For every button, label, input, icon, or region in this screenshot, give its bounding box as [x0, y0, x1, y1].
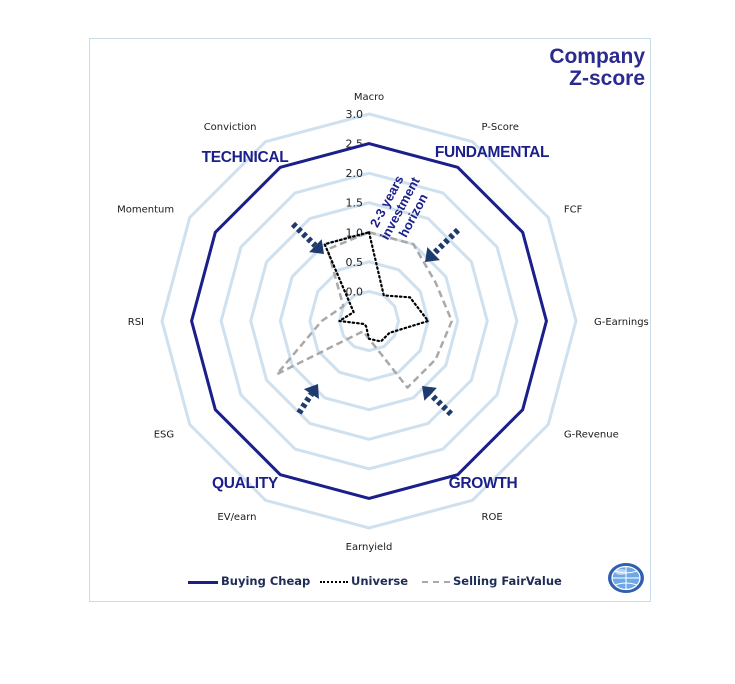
- legend-label-buying: Buying Cheap: [221, 574, 311, 588]
- group-label: TECHNICAL: [202, 149, 289, 166]
- arrow-shaft: [428, 392, 454, 417]
- series-line-0: [190, 142, 548, 500]
- scale-tick-label: 3.0: [346, 108, 364, 121]
- legend-label-universe: Universe: [351, 574, 409, 588]
- arrow-shaft: [290, 221, 318, 248]
- grid-ring-2: [308, 260, 430, 382]
- scale-tick-label: 0.5: [346, 256, 364, 269]
- arrow-head: [303, 384, 319, 399]
- axis-label: Momentum: [117, 205, 174, 216]
- chart-frame: [89, 38, 651, 602]
- axis-label: FCF: [564, 205, 583, 216]
- title-line-1: Company: [549, 45, 645, 68]
- arrow-head: [309, 239, 324, 254]
- legend-swatch-buying: [188, 581, 218, 584]
- legend-swatch-universe: [320, 581, 348, 583]
- globe-logo-icon: [608, 563, 644, 593]
- legend-label-selling: Selling FairValue: [453, 574, 562, 588]
- series-line-1: [323, 231, 430, 343]
- scale-tick-label: 1.5: [346, 197, 364, 210]
- axis-label: Macro: [354, 92, 384, 103]
- group-label: QUALITY: [212, 475, 279, 492]
- scale-tick-label: 0.0: [346, 285, 364, 298]
- axis-label: G-Revenue: [564, 430, 619, 441]
- grid-ring-5: [219, 171, 519, 471]
- axis-label: ESG: [154, 430, 174, 441]
- axis-label: EV/earn: [217, 512, 256, 523]
- arrow-shaft: [431, 227, 461, 256]
- title-line-2: Z-score: [569, 67, 645, 90]
- inward-arrow-icon: [422, 386, 454, 417]
- axis-label: P-Score: [482, 122, 519, 133]
- chart-title: Company Z-score: [549, 46, 645, 90]
- inward-arrow-icon: [425, 227, 461, 262]
- axis-label: Earnyield: [346, 542, 393, 553]
- arrow-head: [425, 247, 440, 262]
- arrow-shaft: [296, 392, 314, 415]
- group-label: FUNDAMENTAL: [435, 144, 549, 161]
- inward-arrow-icon: [290, 221, 324, 254]
- scale-tick-label: 2.0: [346, 167, 364, 180]
- grid-ring-6: [190, 142, 548, 500]
- group-label: GROWTH: [449, 475, 518, 492]
- axis-label: ROE: [482, 512, 503, 523]
- grid-ring-7: [160, 112, 578, 530]
- grid-ring-3: [278, 230, 460, 412]
- inward-arrow-icon: [296, 384, 319, 415]
- legend-swatch-selling: [422, 581, 450, 583]
- axis-label: RSI: [128, 317, 144, 328]
- arrow-head: [422, 386, 437, 401]
- grid-ring-4: [249, 201, 489, 441]
- axis-label: G-Earnings: [594, 317, 649, 328]
- horizon-note: 2-3 yearsinvestmenthorizon: [364, 167, 436, 249]
- axis-label: Conviction: [204, 122, 257, 133]
